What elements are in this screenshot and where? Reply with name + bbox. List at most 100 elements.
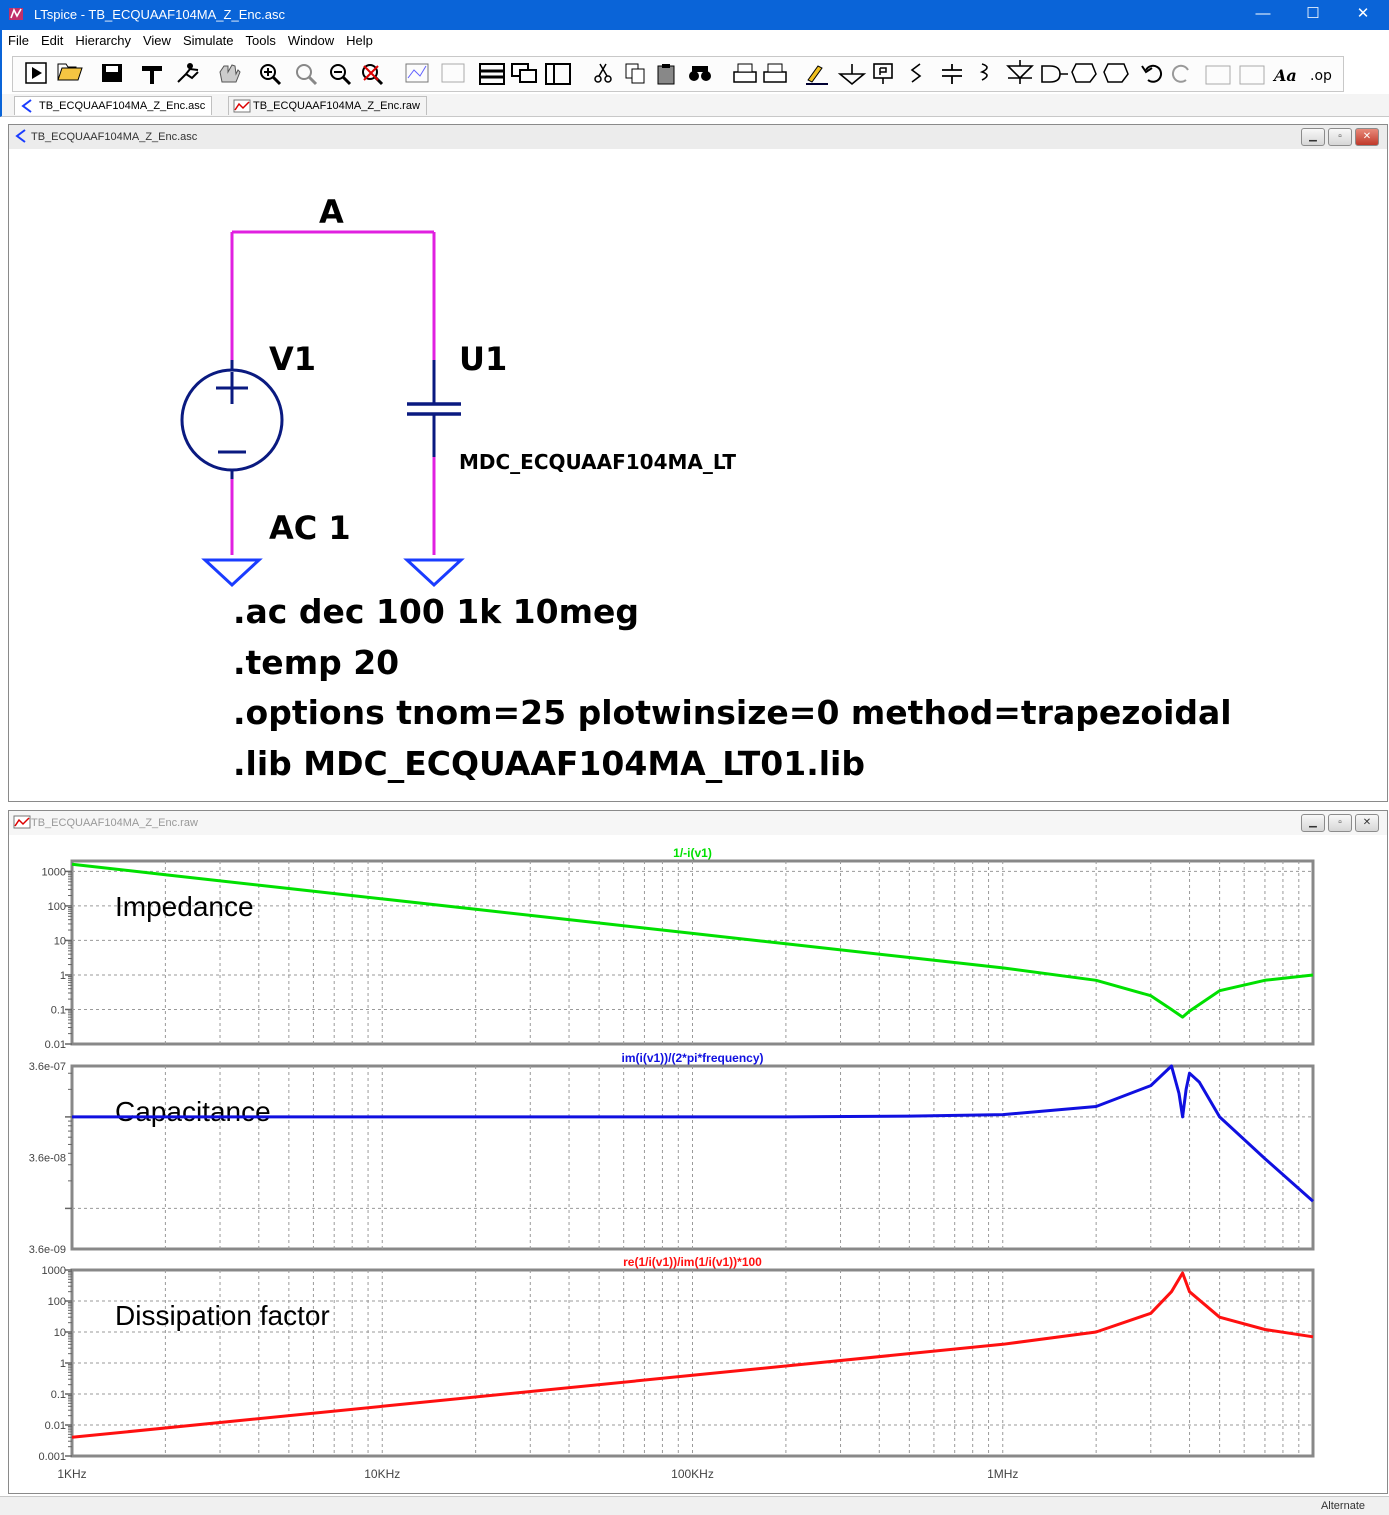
zoom-in-icon[interactable] <box>260 64 282 86</box>
y-tick-label: 3.6e-08 <box>29 1153 66 1165</box>
plot-annotation-3: Dissipation factor <box>115 1300 330 1331</box>
voltage-source-v1[interactable] <box>180 360 284 479</box>
drag-hand-icon[interactable] <box>1103 63 1129 83</box>
capacitor-u1[interactable] <box>407 360 461 457</box>
schematic-canvas[interactable] <box>9 149 1385 799</box>
save-icon[interactable] <box>102 64 122 82</box>
redo-icon[interactable] <box>1171 64 1189 83</box>
y-tick-label: 100 <box>48 901 66 913</box>
waveform-icon <box>13 815 31 829</box>
directive-temp[interactable]: .temp 20 <box>233 643 400 682</box>
y-tick-label: 0.1 <box>51 1389 66 1401</box>
window-title: LTspice - TB_ECQUAAF104MA_Z_Enc.asc <box>34 7 285 22</box>
menu-simulate[interactable]: Simulate <box>182 33 234 48</box>
waveform-window-title: TB_ECQUAAF104MA_Z_Enc.raw <box>31 817 198 829</box>
source-name-label[interactable]: V1 <box>269 340 317 378</box>
copy-icon[interactable] <box>625 63 645 84</box>
waveform-close-button[interactable]: ✕ <box>1355 814 1379 832</box>
y-tick-label: 3.6e-09 <box>29 1244 66 1256</box>
schematic-minimize-button[interactable]: ▁ <box>1301 128 1325 146</box>
pan-hand-icon[interactable] <box>219 64 241 83</box>
menu-file[interactable]: File <box>8 33 29 48</box>
ground-symbol-right[interactable] <box>403 558 465 588</box>
trace-line-2[interactable] <box>72 1064 1314 1203</box>
waveform-icon <box>233 99 251 113</box>
ltspice-app-icon <box>9 8 23 20</box>
zoom-area-icon[interactable] <box>296 64 318 86</box>
directive-lib[interactable]: .lib MDC_ECQUAAF104MA_LT01.lib <box>233 744 865 783</box>
menu-view[interactable]: View <box>142 33 171 48</box>
component-icon[interactable] <box>1041 65 1068 83</box>
paste-icon[interactable] <box>657 64 675 85</box>
x-tick-label: 1MHz <box>987 1467 1018 1481</box>
schematic-window-titlebar: TB_ECQUAAF104MA_Z_Enc.asc ▁ ▫ ✕ <box>9 125 1387 149</box>
net-label-a[interactable]: A <box>319 193 344 231</box>
toolbar: Aa .op <box>0 52 1389 94</box>
y-tick-label: 0.01 <box>45 1039 66 1051</box>
trace-title-3[interactable]: re(1/i(v1))/im(1/i(v1))*100 <box>623 1255 762 1269</box>
waveform-restore-button[interactable]: ▫ <box>1328 814 1352 832</box>
tile-vertical-icon[interactable] <box>545 63 571 85</box>
mirror-icon[interactable] <box>1205 65 1231 85</box>
tab-schematic[interactable]: TB_ECQUAAF104MA_Z_Enc.asc <box>14 96 213 115</box>
source-value-label[interactable]: AC 1 <box>269 509 351 547</box>
print-icon[interactable] <box>733 63 757 83</box>
capacitor-icon[interactable] <box>942 64 962 84</box>
menu-tools[interactable]: Tools <box>245 33 276 48</box>
rotate-icon[interactable] <box>1239 65 1265 85</box>
ground-icon[interactable] <box>837 64 867 86</box>
diode-icon[interactable] <box>1006 60 1034 84</box>
component-model-label[interactable]: MDC_ECQUAAF104MA_LT <box>459 450 736 474</box>
menu-help[interactable]: Help <box>346 33 373 48</box>
run-icon[interactable] <box>25 62 47 84</box>
trace-line-1[interactable] <box>71 862 1314 1019</box>
menu-window[interactable]: Window <box>287 33 335 48</box>
toolbar-icons: Aa .op <box>25 60 1332 86</box>
spice-directive-icon[interactable]: .op <box>1310 68 1332 84</box>
tab-waveform[interactable]: TB_ECQUAAF104MA_Z_Enc.raw <box>228 96 427 115</box>
open-icon[interactable] <box>57 63 83 81</box>
cut-icon[interactable] <box>594 63 612 83</box>
directive-ac[interactable]: .ac dec 100 1k 10meg <box>233 592 639 631</box>
close-button[interactable]: ✕ <box>1356 5 1370 22</box>
maximize-button[interactable]: ☐ <box>1306 5 1320 22</box>
y-tick-label: 10 <box>54 935 66 947</box>
y-tick-label: 1000 <box>42 866 66 878</box>
trace-title-2[interactable]: im(i(v1))/(2*pi*frequency) <box>621 1051 763 1065</box>
label-net-icon[interactable] <box>873 63 893 84</box>
y-tick-label: 1000 <box>42 1265 66 1277</box>
directive-options[interactable]: .options tnom=25 plotwinsize=0 method=tr… <box>233 693 1232 732</box>
schematic-restore-button[interactable]: ▫ <box>1328 128 1352 146</box>
tile-horizontal-icon[interactable] <box>479 63 505 85</box>
resistor-icon[interactable] <box>910 63 922 83</box>
hammer-icon[interactable] <box>142 66 162 84</box>
draw-wire-icon[interactable] <box>806 65 828 85</box>
text-tool-icon[interactable]: Aa <box>1272 66 1297 85</box>
runner-icon[interactable] <box>177 63 199 83</box>
ground-symbol-left[interactable] <box>201 558 263 588</box>
trace-title-1[interactable]: 1/-i(v1) <box>673 846 712 860</box>
move-hand-icon[interactable] <box>1071 63 1097 83</box>
minimize-button[interactable]: — <box>1255 5 1271 22</box>
autorange-icon[interactable] <box>405 63 429 83</box>
print-preview-icon[interactable] <box>763 63 787 83</box>
window-titlebar: LTspice - TB_ECQUAAF104MA_Z_Enc.asc — ☐ … <box>0 0 1389 30</box>
y-tick-label: 0.001 <box>38 1451 66 1463</box>
zoom-fit-icon[interactable] <box>362 64 384 86</box>
markers-icon[interactable] <box>441 63 465 83</box>
inductor-icon[interactable] <box>979 63 988 81</box>
menu-hierarchy[interactable]: Hierarchy <box>75 33 131 48</box>
component-name-label[interactable]: U1 <box>459 340 508 378</box>
y-tick-label: 1 <box>60 970 66 982</box>
cascade-icon[interactable] <box>511 63 537 83</box>
trace-line-3[interactable] <box>71 1271 1314 1439</box>
status-text: Alternate <box>1320 1500 1365 1512</box>
undo-icon[interactable] <box>1141 64 1163 83</box>
waveform-minimize-button[interactable]: ▁ <box>1301 814 1325 832</box>
zoom-out-icon[interactable] <box>330 64 352 86</box>
schematic-close-button[interactable]: ✕ <box>1355 128 1379 146</box>
tab-waveform-label: TB_ECQUAAF104MA_Z_Enc.raw <box>253 100 420 112</box>
find-icon[interactable] <box>689 66 711 81</box>
menu-edit[interactable]: Edit <box>40 33 64 48</box>
